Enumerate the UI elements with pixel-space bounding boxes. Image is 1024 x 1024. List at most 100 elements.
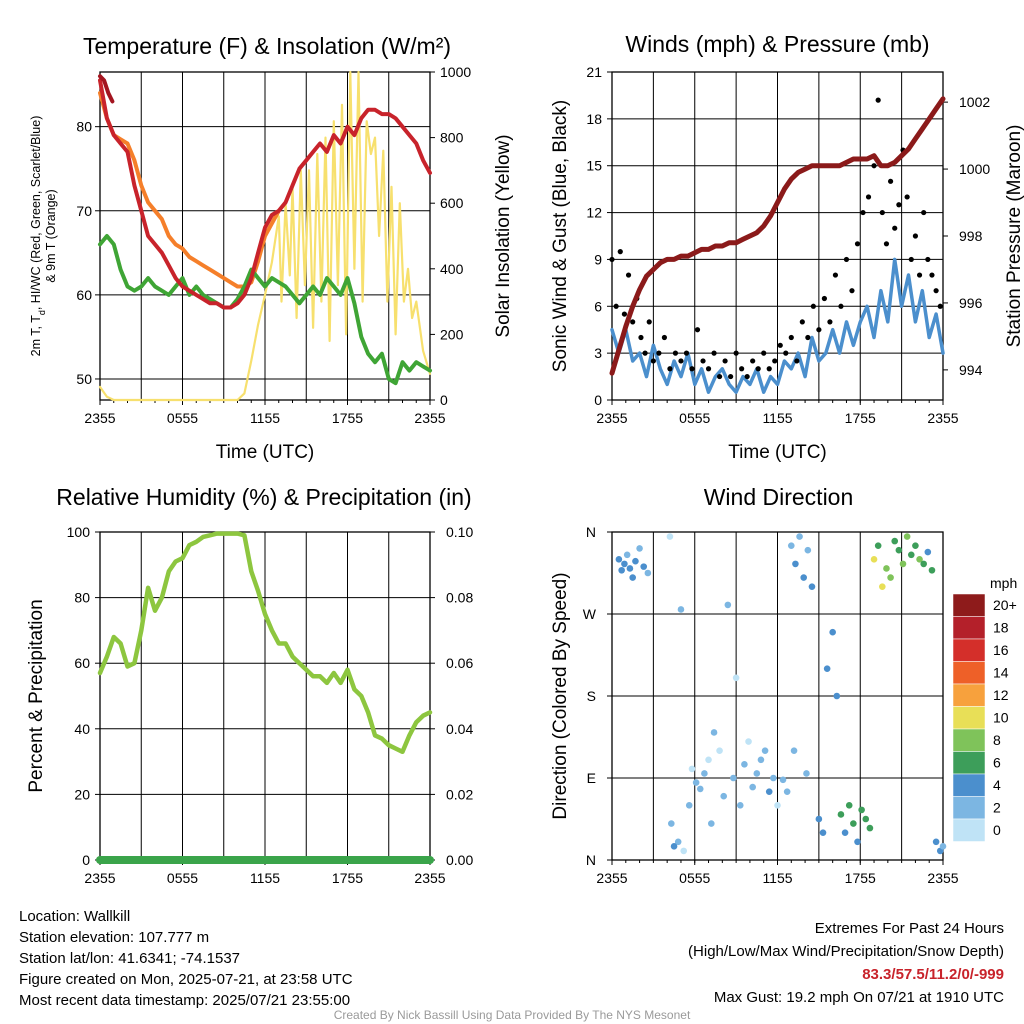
gust-point [925,256,931,263]
wind-direction-point [677,606,685,613]
wind-direction-point [895,546,903,554]
wind-direction-point [870,556,878,563]
humidity-panel: 2355 0555 1155 1755 2355 0 20 40 60 80 100 0.00 0.02… [26,484,473,886]
y-axis-label-right: Solar Insolation (Yellow) [493,134,514,337]
wind-direction-point [815,815,823,823]
max-gust-text: Max Gust: 19.2 mph On 07/21 at 1910 UTC [714,989,1004,1006]
gust-point [794,358,800,364]
x-tick-label: 1155 [250,410,280,426]
x-tick-label: 0555 [167,410,198,426]
y-right-tick-label: 400 [440,261,464,277]
y-tick-label: 3 [594,345,602,361]
wind-direction-point [621,560,628,568]
gust-point [865,194,872,200]
x-axis-label: Time (UTC) [216,442,315,463]
colorbar-label: 2 [993,800,1001,816]
y-axis-label-left: 2m T, Td, HI/WC (Red, Green, Scarlet/Blu… [29,116,58,357]
gust-point [728,373,734,380]
temperature-panel: 2355 0555 1155 1755 235550607080020040060080… [29,33,514,463]
humidity-series-line [97,531,433,755]
x-tick-label: 2355 [596,870,627,886]
colorbar-swatch [952,593,986,617]
colorbar-swatch [952,661,986,685]
colorbar-swatch [952,751,986,775]
y-tick-label: E [587,770,596,786]
colorbar-swatch [952,638,986,662]
wind-direction-point [623,551,631,559]
wind-direction-point [879,583,886,590]
x-tick-label: 2355 [414,410,445,426]
gust-point [750,358,756,364]
y-tick-label: 60 [74,655,90,671]
extremes-subheading: (High/Low/Max Wind/Precipitation/Snow De… [688,943,1004,960]
wind-direction-point [862,815,870,823]
gust-point [711,350,717,356]
gust-point [827,319,833,325]
gust-point [650,358,656,364]
wind-direction-point [916,556,923,563]
wind-direction-point [730,774,737,782]
colorbar-label: 14 [993,665,1009,681]
gust-point [937,303,943,309]
wind-direction-point [912,542,919,549]
x-axis-label: Time (UTC) [728,442,827,463]
wind-direction-point [708,820,715,827]
wind-direction-point [696,785,704,793]
gust-point [646,319,652,325]
wind-direction-point [680,847,688,855]
y-tick-label: 12 [586,205,602,221]
y-tick-label: 80 [76,119,92,135]
credit-text: Created By Nick Bassill Using Data Provi… [334,1008,691,1022]
gust-point [761,350,767,356]
y-tick-label: 9 [594,251,602,267]
y-right-tick-label: 1000 [959,161,990,177]
wind-direction-point [666,533,674,540]
x-tick-label: 0555 [679,870,710,886]
y-tick-label: 18 [586,111,602,127]
x-tick-label: 1155 [762,870,792,886]
wind-direction-point [749,783,756,791]
wind-direction-point [770,774,777,782]
wind-direction-point [783,788,791,795]
wind-direction-point [841,829,849,836]
gust-point [854,241,861,247]
gust-point [621,311,628,317]
gust-point [821,295,827,302]
wind-direction-point [833,692,841,700]
wind-direction-point [803,770,810,777]
wind-direction-point [692,779,700,786]
chart-title: Temperature (F) & Insolation (W/m²) [83,33,451,59]
station-info-line: Figure created on Mon, 2025-07-21, at 23… [19,971,353,988]
x-tick-label: 2355 [927,410,958,426]
x-tick-label: 2355 [927,870,958,886]
wind-direction-point [779,776,787,784]
y-tick-label: 6 [594,298,602,314]
y-right-tick-label: 1000 [440,64,471,80]
wind-direction-point [903,533,911,540]
y-tick-label: N [586,852,596,868]
gust-point [810,303,816,309]
y-tick-label: 100 [67,524,91,540]
gust-point [777,342,783,348]
wind-direction-point [854,838,861,846]
wind-direction-point [736,802,744,809]
y-right-tick-label: 996 [959,295,983,311]
x-tick-label: 2355 [414,870,445,886]
wind-direction-point [765,788,773,795]
x-tick-label: 1155 [250,870,280,886]
wind-direction-point [724,601,732,609]
colorbar-label: 10 [993,710,1009,726]
wind-direction-point [670,843,678,850]
y-right-tick-label: 1002 [959,94,990,110]
y-right-tick-label: 200 [440,326,464,342]
gust-point [705,366,712,372]
wind-direction-point [774,802,781,809]
heat-index-series-line [98,74,115,104]
gust-point [799,319,805,325]
wind-direction-point [792,560,799,568]
colorbar-swatch [952,728,986,752]
wind-direction-point [845,802,853,809]
wind-direction-point [668,820,675,827]
colorbar-swatch [952,796,986,820]
